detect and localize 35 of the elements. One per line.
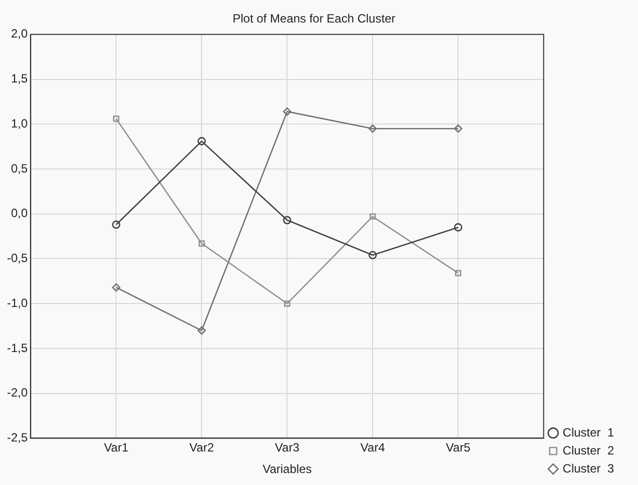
point [112, 283, 120, 292]
point [454, 124, 462, 133]
x-axis-title: Variables [262, 462, 312, 476]
point [368, 124, 377, 133]
legend-label: Cluster 1 [562, 425, 614, 440]
y-tick-label: 1,0 [10, 116, 28, 130]
y-tick-label: 1,5 [10, 72, 28, 86]
x-tick-label: Var5 [446, 440, 471, 455]
point [283, 216, 292, 224]
point [283, 107, 292, 116]
y-tick-label: -1,0 [6, 296, 28, 310]
chart-title: Plot of Means for Each Cluster [232, 12, 396, 26]
y-tick-label: -0,5 [6, 251, 28, 266]
y-tick-label: -2,5 [6, 430, 28, 445]
legend-label: Cluster 2 [562, 443, 614, 458]
point [198, 240, 205, 247]
y-tick-label: 2,0 [10, 26, 28, 41]
point [113, 116, 120, 122]
point [368, 250, 377, 260]
point [284, 300, 290, 307]
x-tick-label: Var3 [274, 440, 300, 455]
x-tick-label: Var1 [104, 440, 129, 455]
legend-label: Cluster 3 [562, 461, 614, 476]
y-tick-label: 0,0 [10, 206, 28, 220]
y-tick-label: 0,5 [10, 161, 28, 176]
y-tick-label: -2,0 [6, 386, 28, 400]
point [454, 223, 462, 232]
point [198, 137, 206, 146]
point [370, 213, 376, 220]
point [112, 220, 120, 229]
x-tick-label: Var4 [360, 440, 386, 455]
x-tick-label: Var2 [189, 440, 214, 455]
point [198, 326, 206, 335]
point [455, 270, 462, 276]
y-tick-label: -1,5 [6, 340, 28, 355]
